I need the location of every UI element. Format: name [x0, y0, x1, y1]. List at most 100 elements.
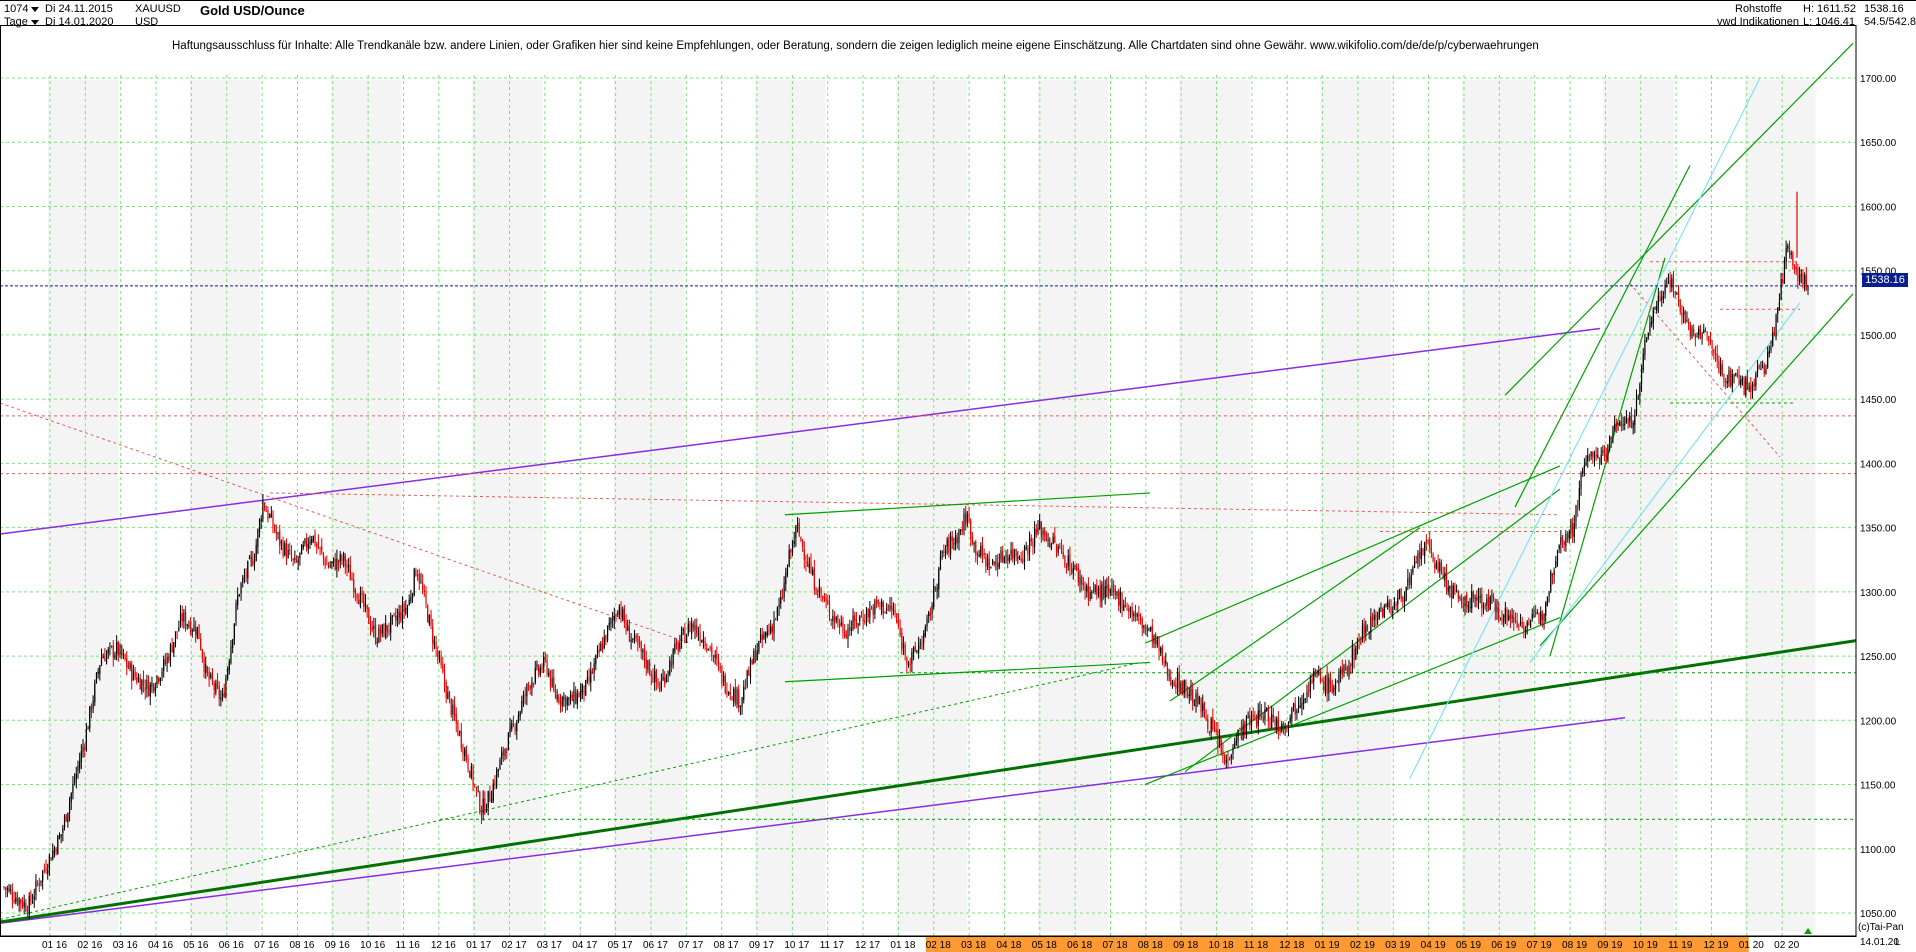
candle-body [532, 683, 535, 685]
candle-body [359, 592, 362, 607]
today-marker-icon [1804, 928, 1812, 934]
candle-body [781, 597, 784, 599]
candle-body [1124, 604, 1127, 608]
candle-body [901, 632, 903, 650]
candle-body [906, 657, 908, 664]
candle-body [1686, 320, 1688, 322]
candle-body [899, 628, 901, 635]
candle-body [983, 553, 985, 555]
candle-body [1790, 252, 1792, 255]
candle-body [1297, 705, 1300, 709]
candle-body [786, 568, 789, 575]
candle-body [1309, 679, 1311, 691]
candle-body [144, 687, 146, 691]
candle-body [1008, 556, 1010, 562]
candle-body [383, 624, 385, 637]
candle-body [250, 556, 252, 559]
candle-body [1508, 615, 1510, 620]
chevron-down-icon[interactable] [31, 6, 40, 12]
candle-body [422, 583, 424, 590]
bar-count-control[interactable]: 1074 [4, 3, 42, 15]
candle-body [1672, 278, 1675, 290]
candle-body [1783, 260, 1786, 284]
candle-body [16, 895, 19, 904]
candle-body [714, 655, 716, 658]
candle-body [1247, 716, 1249, 718]
candle-body [252, 558, 254, 566]
candle-body [235, 603, 237, 622]
candle-body [82, 746, 84, 752]
candle-body [1385, 604, 1387, 606]
candle-body [139, 677, 141, 690]
candle-body [1155, 633, 1157, 645]
candle-body [1252, 714, 1254, 717]
candle-body [926, 618, 928, 627]
candle-body [526, 684, 528, 697]
candle-body [65, 814, 67, 822]
candle-body [151, 682, 153, 687]
candle-body [1482, 604, 1485, 609]
candle-body [1590, 451, 1592, 457]
candle-body [1603, 449, 1606, 453]
candle-body [675, 642, 678, 644]
period-control[interactable]: Tage [4, 16, 42, 28]
x-tick-label: 03 18 [961, 940, 986, 951]
candle-body [1136, 613, 1138, 617]
candle-body [1748, 386, 1750, 390]
candle-body [659, 687, 661, 691]
candle-body [981, 544, 984, 556]
candle-body [1213, 727, 1216, 731]
candle-body [1393, 601, 1396, 610]
chevron-down-icon[interactable] [30, 19, 39, 25]
candle-body [154, 687, 156, 692]
candle-body [1456, 591, 1458, 593]
candle-body [348, 565, 350, 567]
candle-body [1134, 613, 1137, 616]
candle-body [448, 691, 451, 698]
candle-body [1067, 555, 1069, 567]
candle-body [1306, 692, 1308, 698]
candle-body [1020, 558, 1022, 561]
candle-body [823, 596, 826, 600]
candle-body [1447, 587, 1449, 592]
candle-body [1084, 585, 1086, 591]
candle-body [623, 608, 625, 623]
candle-body [30, 894, 32, 902]
candle-body [201, 649, 203, 659]
candle-body [721, 665, 723, 684]
candle-body [1057, 546, 1059, 553]
currency: USD [135, 16, 159, 28]
candle-body [388, 630, 390, 632]
candle-body [1158, 638, 1160, 652]
candle-body [909, 663, 911, 665]
candle-body [104, 655, 106, 662]
candle-body [213, 683, 215, 690]
candle-body [1795, 266, 1797, 270]
candle-body [712, 655, 715, 658]
candle-body [1407, 577, 1409, 586]
candle-body [92, 700, 94, 710]
candle-body [748, 670, 750, 676]
candle-body [1466, 594, 1468, 608]
candle-body [1469, 606, 1471, 608]
candle-body [31, 900, 34, 903]
candle-body [588, 676, 590, 681]
candle-body [1035, 529, 1037, 535]
candle-body [1049, 538, 1051, 547]
candle-body [363, 593, 365, 607]
x-tick-label: 11 17 [820, 940, 845, 951]
candle-body [191, 630, 193, 632]
candle-body [1198, 696, 1200, 705]
candle-body [410, 597, 412, 602]
candle-body [1546, 596, 1549, 605]
candle-body [1706, 331, 1708, 334]
candle-body [1047, 539, 1049, 541]
candle-body [1694, 334, 1696, 339]
candle-body [179, 613, 182, 626]
candle-body [1101, 584, 1103, 602]
candle-body [129, 663, 131, 670]
candle-body [1361, 625, 1364, 643]
x-tick-label: 09 16 [325, 940, 350, 951]
